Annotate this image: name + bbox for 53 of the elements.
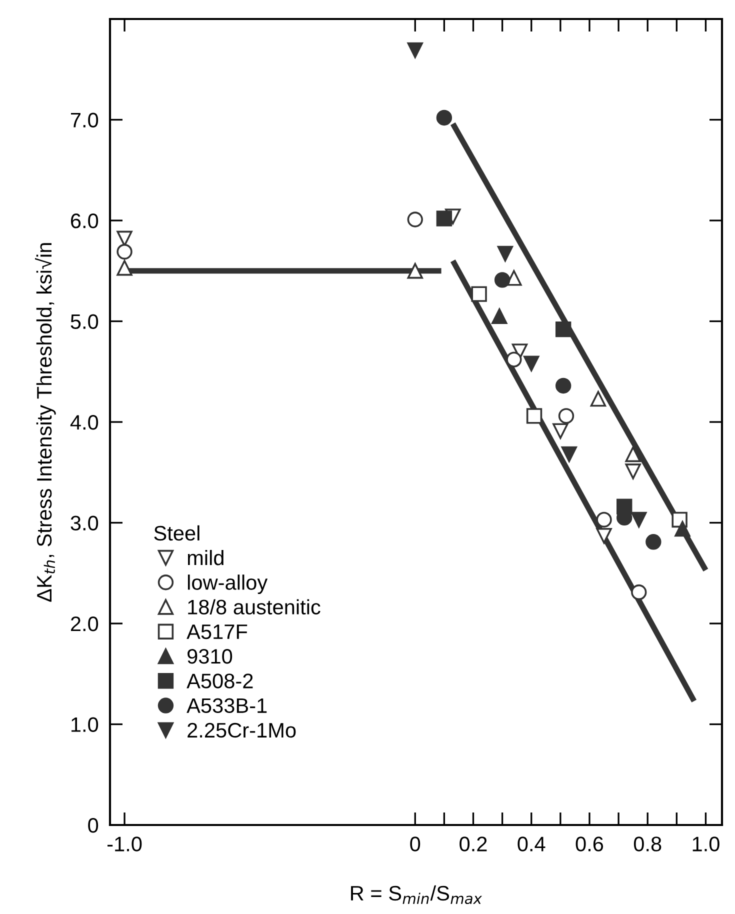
x-tick-label: 0 bbox=[410, 836, 420, 852]
point bbox=[436, 210, 452, 226]
point bbox=[116, 230, 132, 246]
point bbox=[625, 446, 641, 462]
x-tick-label: -1.0 bbox=[108, 836, 142, 852]
y-tick-label: 0 bbox=[88, 818, 98, 833]
point bbox=[116, 260, 132, 276]
x-tick-label: 0.4 bbox=[518, 836, 546, 852]
point bbox=[524, 356, 540, 372]
point bbox=[631, 584, 647, 600]
x-tick-label: 0.2 bbox=[460, 836, 487, 852]
legend-label: 18/8 austenitic bbox=[188, 599, 320, 615]
legend-label: A517F bbox=[186, 624, 248, 640]
legend-label: mild bbox=[188, 550, 224, 566]
legend-title: Steel bbox=[154, 525, 200, 541]
point bbox=[407, 263, 423, 279]
point bbox=[674, 520, 690, 537]
point bbox=[407, 212, 423, 228]
legend-label: A533B-1 bbox=[186, 698, 267, 714]
point bbox=[116, 244, 132, 260]
point bbox=[596, 528, 612, 544]
y-tick-label: 1.0 bbox=[72, 717, 98, 732]
point bbox=[590, 390, 606, 407]
y-axis-title: ΔK$_{th}$, Stress Intensity Threshold, ksi√in bbox=[35, 243, 56, 602]
point bbox=[407, 42, 423, 58]
y-tick-label: 2.0 bbox=[70, 616, 98, 632]
point bbox=[526, 408, 542, 424]
point bbox=[558, 408, 574, 424]
x-tick-label: 0.8 bbox=[634, 836, 662, 852]
point bbox=[561, 446, 577, 462]
x-tick-label: 1.0 bbox=[692, 836, 720, 852]
point bbox=[436, 110, 452, 126]
point bbox=[555, 378, 572, 394]
point bbox=[552, 423, 568, 439]
legend-label: A508-2 bbox=[186, 674, 253, 688]
x-axis-title: R = S$_{min}$/S$_{max}$ bbox=[351, 885, 482, 904]
legend-label: 2.25Cr-1Mo bbox=[188, 722, 296, 738]
y-tick-label: 3.0 bbox=[70, 516, 98, 531]
y-tick-label: 7.0 bbox=[71, 112, 98, 128]
legend-label: low-alloy bbox=[188, 574, 268, 594]
point bbox=[555, 321, 572, 338]
x-tick-label: 0.6 bbox=[576, 836, 604, 852]
y-tick-label: 4.0 bbox=[70, 415, 98, 430]
y-tick-label: 5.0 bbox=[70, 314, 98, 330]
point bbox=[646, 534, 662, 550]
point bbox=[497, 246, 514, 262]
point bbox=[494, 272, 510, 288]
legend-label: 9310 bbox=[188, 649, 232, 664]
point bbox=[631, 512, 647, 528]
point bbox=[492, 308, 508, 324]
y-tick-label: 6.0 bbox=[70, 214, 98, 228]
point bbox=[625, 464, 641, 480]
point bbox=[471, 286, 487, 302]
